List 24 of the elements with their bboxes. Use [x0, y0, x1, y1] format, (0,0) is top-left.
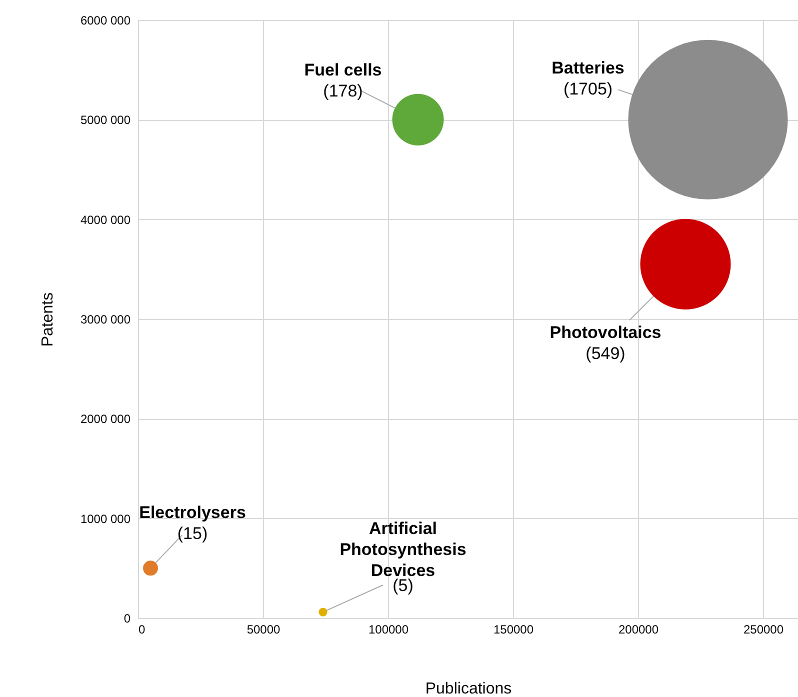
y-tick-label: 4000 000	[80, 212, 131, 227]
x-tick-label: 150000	[493, 622, 534, 636]
data-label: (5)	[392, 576, 414, 596]
series-label: Batteries	[552, 58, 624, 78]
data-label: (178)	[323, 82, 363, 101]
y-tick-label: 2000 000	[80, 412, 131, 426]
x-tick-label: 250000	[743, 622, 784, 636]
y-axis-title: Patents	[39, 292, 56, 347]
data-label: (549)	[586, 344, 626, 364]
y-tick-label: 1000 000	[80, 512, 131, 526]
data-label: (15)	[177, 524, 208, 544]
x-tick-label: 200000	[618, 622, 659, 636]
y-tick-label: 0	[124, 612, 131, 626]
x-tick-label: 50000	[246, 622, 281, 636]
y-tick-label: 6000 000	[80, 14, 131, 28]
data-label: (1705)	[563, 80, 613, 99]
text: Electrolysers	[139, 503, 246, 522]
y-tick-label: 5000 000	[80, 113, 131, 128]
y-tick-label: 3000 000	[80, 312, 131, 326]
x-tick-label: 0	[138, 622, 146, 636]
x-tick-label: 100000	[368, 622, 409, 636]
series-label: Photovoltaics	[550, 323, 662, 342]
series-label: Fuel cells	[304, 60, 382, 80]
x-axis-title: Publications	[425, 680, 512, 697]
